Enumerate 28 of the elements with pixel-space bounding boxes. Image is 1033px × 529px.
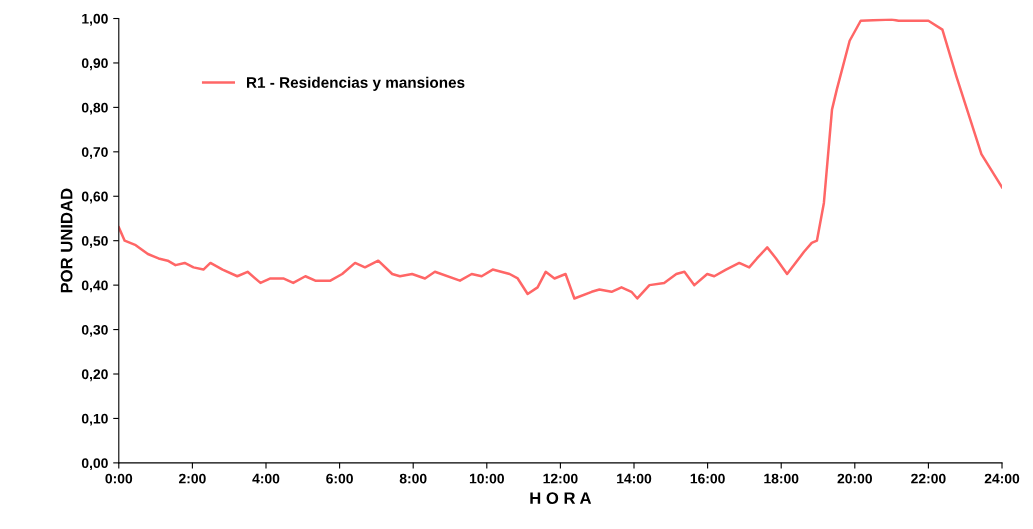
line-series — [118, 18, 1003, 300]
x-tick-label: 0:00 — [105, 473, 133, 484]
x-tick-label: 14:00 — [617, 473, 652, 484]
x-tick-label: 16:00 — [690, 473, 725, 484]
x-tick-label: 20:00 — [837, 473, 872, 484]
y-tick-label: 0,80 — [81, 102, 108, 115]
y-tick-label: 0,50 — [81, 236, 108, 248]
y-tick-label: 1,00 — [82, 13, 108, 26]
x-tick-label: 8:00 — [399, 473, 427, 484]
legend-label: R1 - Residencias y mansiones — [247, 76, 465, 91]
y-tick-label: 0,30 — [81, 324, 108, 337]
x-tick-label: 18:00 — [764, 473, 799, 484]
y-tick-label: 0,70 — [81, 147, 108, 160]
x-tick-label: 22:00 — [911, 473, 946, 484]
x-tick-label: 2:00 — [178, 473, 206, 484]
y-tick-label: 0,00 — [81, 458, 108, 471]
x-tick-label: 24:00 — [984, 473, 1020, 484]
y-tick-label: 0,60 — [81, 191, 108, 204]
x-tick-label: 4:00 — [252, 473, 280, 484]
y-tick-label: 0,10 — [81, 413, 108, 426]
x-axis-title: H O R A — [530, 492, 592, 505]
y-tick-label: 0,90 — [81, 58, 108, 71]
y-tick-label: 0,40 — [81, 280, 108, 293]
y-axis-title: POR UNIDAD — [60, 188, 73, 293]
x-tick-label: 6:00 — [326, 473, 353, 484]
x-tick-label: 10:00 — [469, 473, 504, 484]
y-tick-label: 0,20 — [81, 369, 108, 382]
x-tick-label: 12:00 — [543, 473, 578, 484]
